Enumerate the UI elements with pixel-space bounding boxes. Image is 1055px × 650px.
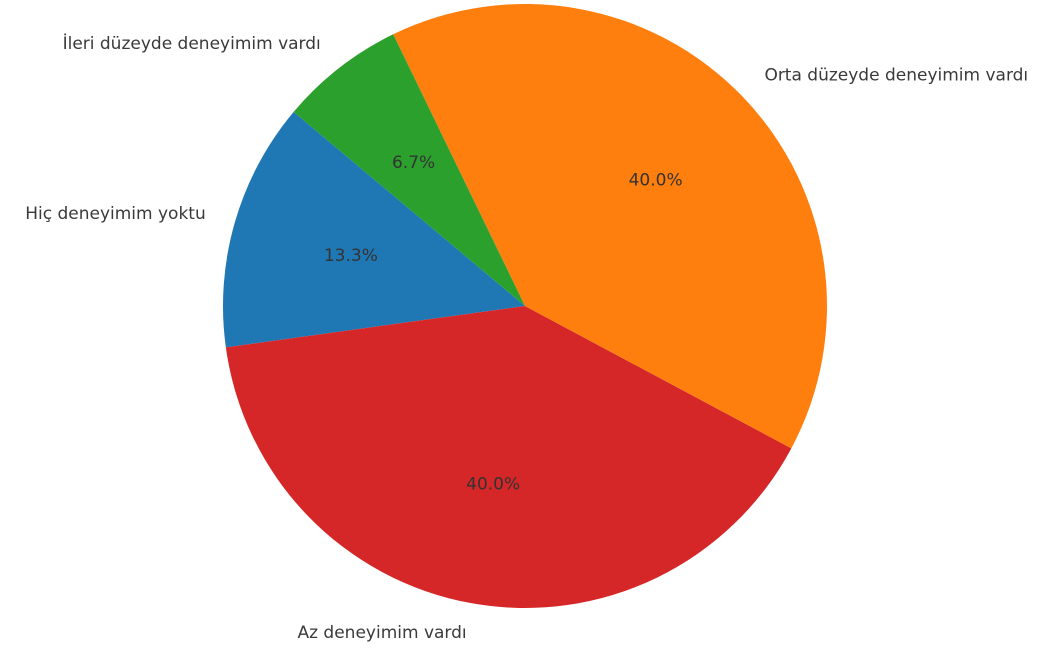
pct-label-hic-deneyimim-yoktu: 13.3% <box>324 246 378 266</box>
pie-slice-hic-deneyimim-yoktu <box>222 111 525 348</box>
pct-label-az-deneyimim-vardi: 40.0% <box>466 474 520 494</box>
slice-label-orta-duzeyde-deneyimim-vardi: Orta düzeyde deneyimim vardı <box>764 66 1028 86</box>
pie-slice-orta-duzeyde-deneyimim-vardi <box>393 3 827 449</box>
pct-label-ileri-duzeyde-deneyimim-vardi: 6.7% <box>392 153 435 173</box>
pct-label-orta-duzeyde-deneyimim-vardi: 40.0% <box>629 170 683 190</box>
slice-label-az-deneyimim-vardi: Az deneyimim vardı <box>297 623 466 643</box>
slice-label-ileri-duzeyde-deneyimim-vardi: İleri düzeyde deneyimim vardı <box>63 33 321 54</box>
pie-slice-ileri-duzeyde-deneyimim-vardi <box>293 34 525 306</box>
labels-layer: 13.3% Hiç deneyimim yoktu 40.0% Az deneyimi… <box>25 33 1028 643</box>
slice-label-hic-deneyimim-yoktu: Hiç deneyimim yoktu <box>25 204 206 224</box>
pie-slice-az-deneyimim-vardi <box>225 306 792 608</box>
slices-layer <box>222 3 827 608</box>
